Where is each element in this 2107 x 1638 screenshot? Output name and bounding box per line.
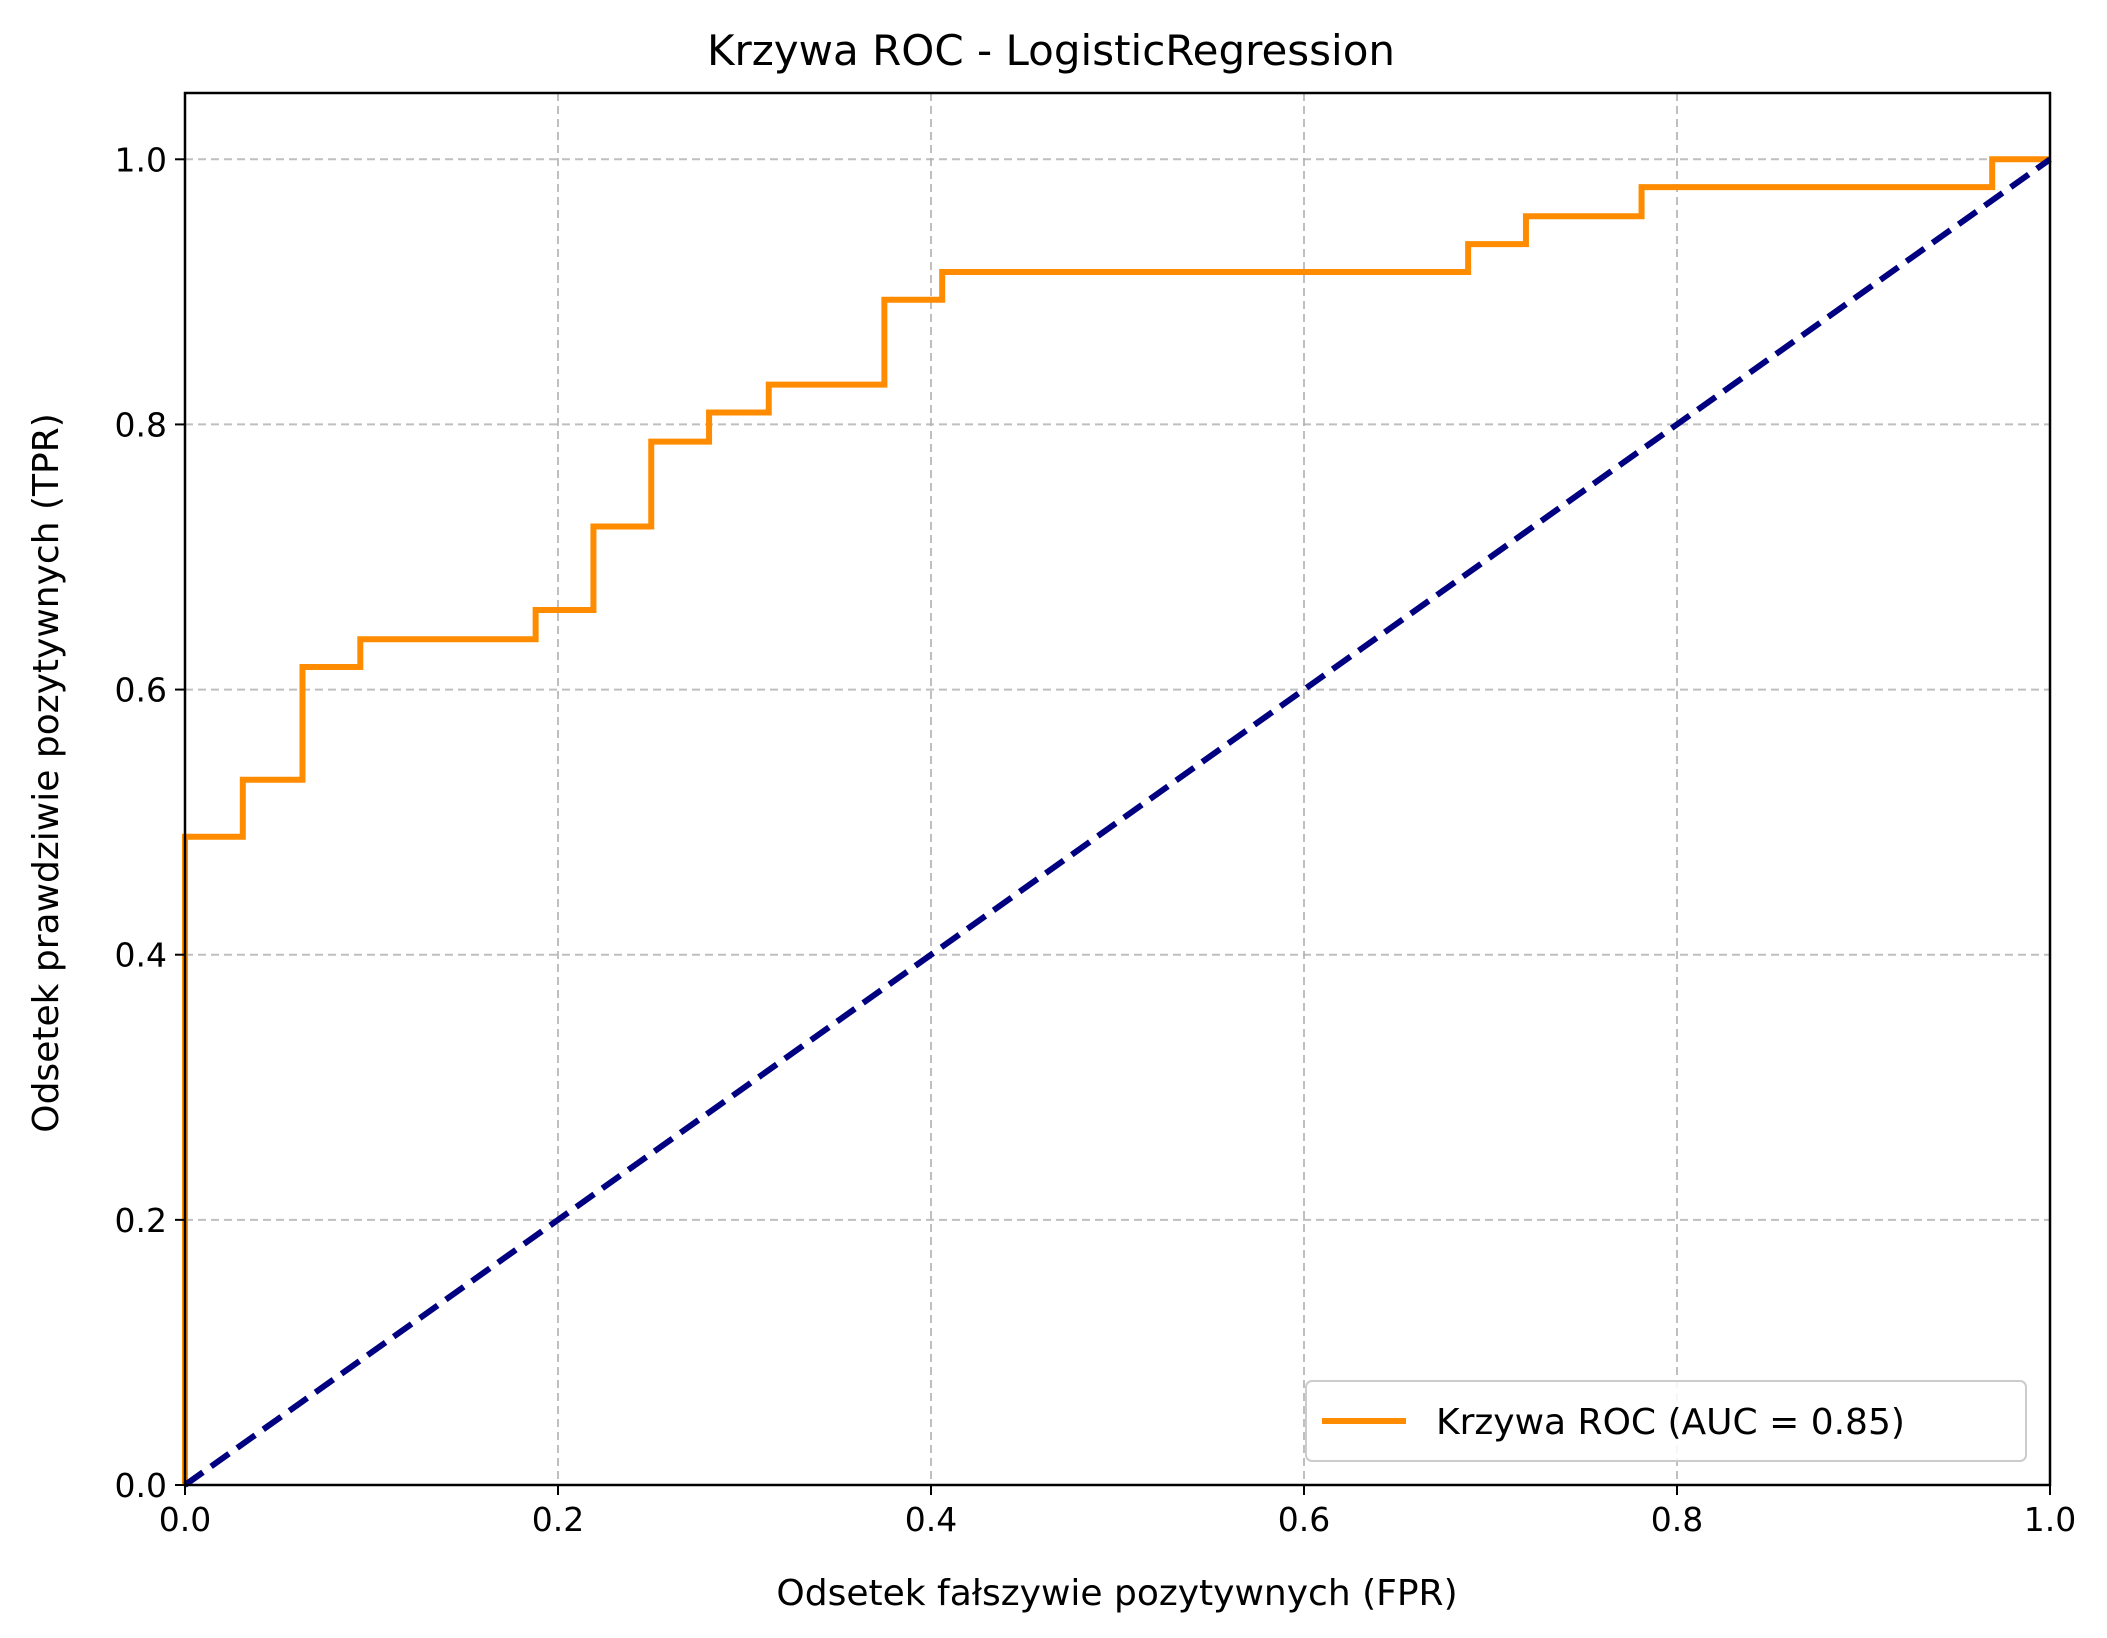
- chart-title: Krzywa ROC - LogisticRegression: [707, 26, 1395, 75]
- y-ticks: 0.0 0.2 0.4 0.6 0.8 1.0: [115, 140, 185, 1505]
- legend: Krzywa ROC (AUC = 0.85): [1305, 1380, 2027, 1462]
- series-layer: [182, 156, 2052, 1488]
- x-ticks: 0.0 0.2 0.4 0.6 0.8 1.0: [159, 1485, 2076, 1539]
- x-tick-label: 0.4: [905, 1500, 957, 1539]
- y-tick-label: 0.2: [115, 1201, 167, 1240]
- random-baseline-line: [183, 156, 2052, 1488]
- y-tick-label: 0.0: [115, 1466, 167, 1505]
- x-tick-label: 0.2: [532, 1500, 584, 1539]
- legend-box: [1305, 1380, 2027, 1462]
- x-tick-label: 0.0: [159, 1500, 211, 1539]
- plot-frame: [183, 91, 2052, 1487]
- legend-entry-label: Krzywa ROC (AUC = 0.85): [1436, 1402, 1905, 1443]
- x-tick-label: 1.0: [2024, 1500, 2076, 1539]
- x-axis-label: Odsetek fałszywie pozytywnych (FPR): [776, 1573, 1457, 1614]
- y-tick-label: 1.0: [115, 140, 167, 179]
- y-tick-label: 0.6: [115, 671, 167, 710]
- y-tick-label: 0.4: [115, 936, 167, 975]
- y-tick-label: 0.8: [115, 405, 167, 444]
- x-tick-label: 0.6: [1278, 1500, 1330, 1539]
- roc-curve-line: [182, 156, 2050, 1485]
- x-tick-label: 0.8: [1651, 1500, 1703, 1539]
- grid-lines: [185, 93, 2050, 1485]
- y-axis-label: Odsetek prawdziwie pozytywnych (TPR): [26, 413, 67, 1133]
